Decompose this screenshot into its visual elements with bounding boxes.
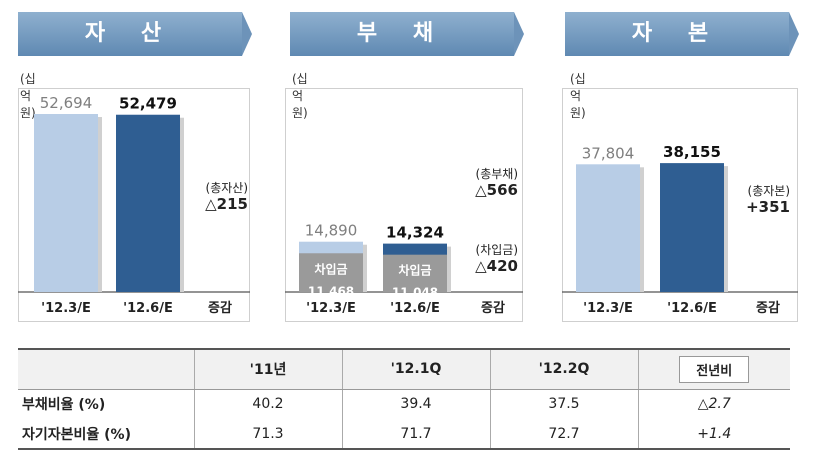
liabilities-title: 부 채 (290, 12, 524, 56)
table-row: 부채비율 (%) 40.2 39.4 37.5 △2.7 (18, 389, 790, 419)
x-tick-label: '12.3/E (306, 301, 356, 316)
table-cell: 39.4 (341, 389, 490, 419)
bar-curr (660, 163, 724, 292)
change-column-label: 증감 (208, 301, 232, 316)
equity-change-label: (총자본) (747, 184, 790, 198)
assets-title: 자 산 (18, 12, 252, 56)
header-col-2011: '11년 (193, 348, 342, 390)
bar-value-label: 14,890 (305, 222, 358, 240)
x-tick-label: '12.3/E (583, 301, 633, 316)
table-cell: +1.4 (637, 419, 790, 450)
bar-value-label: 14,324 (386, 224, 444, 242)
table-cell: 71.7 (341, 419, 490, 450)
equity-chart-frame (562, 88, 798, 322)
header-col-12-1q: '12.1Q (341, 348, 490, 390)
bar-prev (576, 164, 640, 292)
x-tick-label: '12.3/E (41, 301, 91, 316)
bar-value-label: 52,694 (40, 94, 93, 112)
ratio-table: '11년 '12.1Q '12.2Q 전년비 부채비율 (%) 40.2 39.… (18, 348, 790, 450)
assets-change-value: △215 (205, 195, 248, 213)
table-cell: △2.7 (637, 389, 790, 419)
table-cell: 72.7 (489, 419, 638, 450)
bar-value-label: 52,479 (119, 95, 177, 113)
borrowing-inner-label: 차입금 (398, 263, 431, 278)
borrowing-inner-label: 차입금 (314, 261, 347, 276)
row-label-debt-ratio: 부채비율 (%) (22, 397, 106, 414)
x-tick-label: '12.6/E (390, 301, 440, 316)
assets-change-label: (총자산) (205, 181, 248, 195)
liabilities-change-note: (총부채) △566 (452, 166, 518, 198)
borrowing-value-label: 11,468 (308, 284, 354, 298)
equity-chart: 37,804 '12.3/E 38,155 '12.6/E 증감 (562, 143, 798, 316)
equity-title: 자 본 (565, 12, 799, 56)
row-label-equity-ratio: 자기자본비율 (%) (18, 419, 194, 450)
bar-borrowing (383, 254, 447, 292)
table-cell: 71.3 (193, 419, 342, 450)
borrowing-value-label: 11,048 (392, 286, 438, 300)
assets-chart-frame (18, 88, 250, 322)
borrowing-change-note: (차입금) △420 (452, 242, 518, 274)
change-column-label: 증감 (481, 301, 505, 316)
borrowing-change-value: △420 (475, 257, 518, 275)
equity-change-note: (총자본) +351 (724, 183, 790, 215)
liabilities-chart-frame (285, 88, 523, 322)
bar-prev (34, 114, 98, 292)
liabilities-chart: 차입금 11,468 14,890 '12.3/E 차입금 11,048 14,324 '12… (285, 222, 523, 316)
table-cell: 37.5 (489, 389, 638, 419)
table-row: 자기자본비율 (%) 71.3 71.7 72.7 +1.4 (18, 419, 790, 450)
assets-chart: 52,694 '12.3/E 52,479 '12.6/E 증감 (18, 94, 250, 316)
bar-value-label: 37,804 (582, 144, 635, 162)
liabilities-change-label: (총부채) (475, 167, 518, 181)
liabilities-unit: (십억원) (292, 72, 308, 120)
x-tick-label: '12.6/E (667, 301, 717, 316)
assets-change-note: (총자산) △215 (182, 180, 248, 212)
change-column-label: 증감 (756, 301, 780, 316)
equity-change-value: +351 (746, 198, 790, 216)
yoy-header-label: 전년비 (679, 355, 750, 383)
bar-value-label: 38,155 (663, 143, 721, 161)
x-tick-label: '12.6/E (123, 301, 173, 316)
ratio-table-header: '11년 '12.1Q '12.2Q 전년비 (18, 348, 790, 390)
equity-unit: (십억원) (570, 72, 586, 120)
liabilities-change-value: △566 (475, 181, 518, 199)
header-col-12-2q: '12.2Q (489, 348, 638, 390)
assets-unit: (십억원) (20, 72, 36, 120)
header-blank (18, 348, 194, 390)
table-cell: 40.2 (193, 389, 342, 419)
bar-borrowing (299, 253, 363, 292)
header-col-yoy: 전년비 (637, 348, 790, 390)
bar-curr (116, 114, 180, 292)
borrowing-change-label: (차입금) (475, 243, 518, 257)
